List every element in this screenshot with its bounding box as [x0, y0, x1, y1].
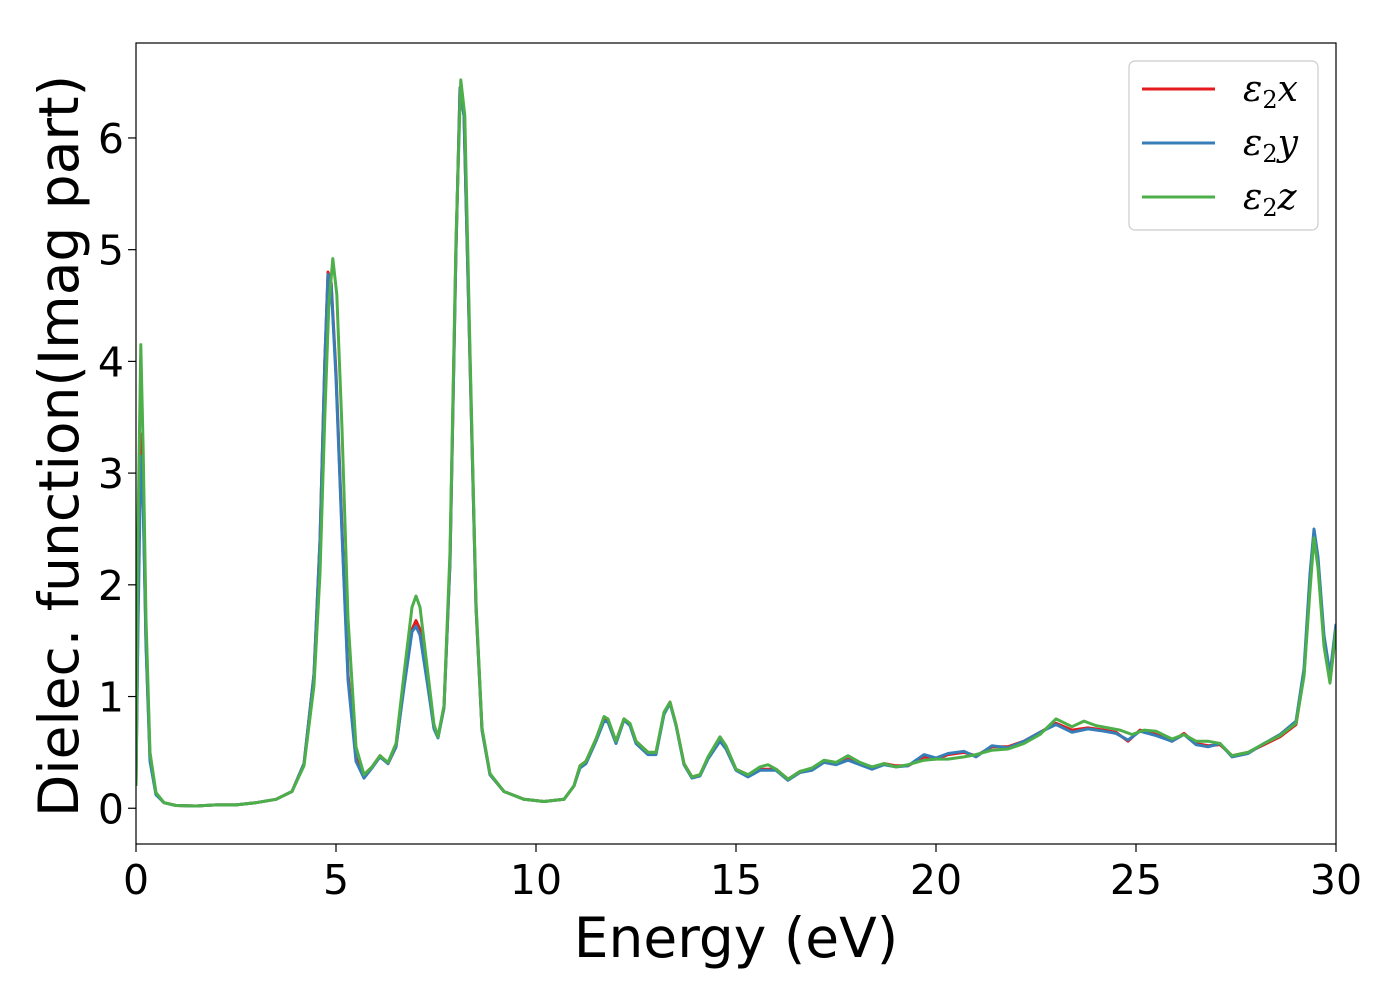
x-axis-label: Energy (eV): [574, 906, 898, 970]
x-tick-label: 5: [323, 856, 349, 904]
y-tick-label: 1: [98, 674, 124, 722]
x-tick-label: 0: [123, 856, 149, 904]
y-tick-label: 4: [98, 338, 124, 386]
y-axis-label: Dielec. function(Imag part): [27, 75, 91, 817]
y-tick-label: 2: [98, 562, 124, 610]
legend-label-x: ε2x: [1243, 69, 1298, 114]
y-tick-label: 3: [98, 450, 124, 498]
series-line-z: [136, 78, 1336, 808]
plot-lines: [136, 78, 1336, 808]
x-axis: 0 5 10 15 20 25 30: [123, 844, 1362, 904]
legend: ε2x ε2y ε2z: [1128, 60, 1319, 231]
legend-box: [1128, 60, 1319, 231]
y-tick-label: 6: [98, 115, 124, 163]
x-tick-label: 20: [910, 856, 962, 904]
legend-label-z: ε2z: [1243, 177, 1298, 222]
x-tick-label: 30: [1310, 856, 1362, 904]
legend-label-y: ε2y: [1243, 123, 1299, 168]
y-tick-label: 0: [98, 785, 124, 833]
x-tick-label: 10: [510, 856, 562, 904]
y-axis: 0 1 2 3 4 5 6: [98, 115, 136, 833]
x-tick-label: 25: [1110, 856, 1162, 904]
y-tick-label: 5: [98, 227, 124, 275]
x-tick-label: 15: [710, 856, 762, 904]
